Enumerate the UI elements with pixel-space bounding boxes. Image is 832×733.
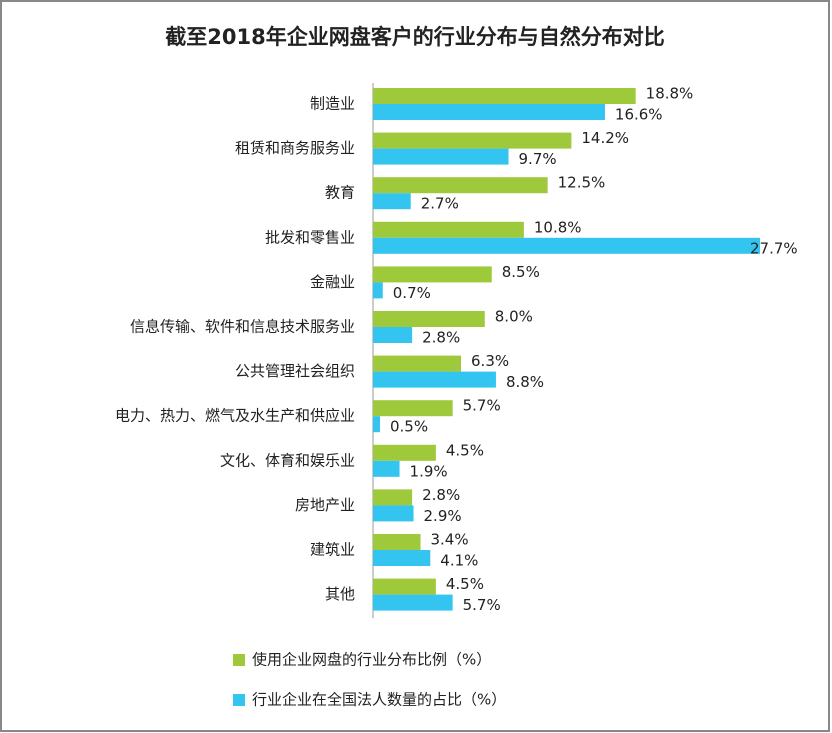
value-label: 2.9% [424,507,462,525]
bar [373,88,636,104]
value-label: 4.1% [440,552,478,570]
y-tick-label: 其他 [325,585,355,603]
bar [373,237,760,254]
bar [373,578,436,595]
value-label: 5.7% [463,596,501,614]
value-label: 9.7% [519,150,557,168]
bar [373,327,413,343]
y-tick-label: 电力、热力、燃气及水生产和供应业 [115,407,355,425]
y-tick-label: 文化、体育和娱乐业 [220,451,355,469]
bar [373,177,548,194]
bar [373,266,492,283]
bar [373,489,413,506]
y-tick-label: 金融业 [310,273,355,291]
value-label: 27.7% [750,239,798,257]
value-label: 12.5% [558,174,606,192]
value-label: 4.5% [446,575,484,593]
y-tick-label: 建筑业 [310,541,355,559]
value-label: 1.9% [410,462,448,480]
bar [373,282,383,299]
y-tick-label: 信息传输、软件和信息技术服务业 [130,318,355,336]
bar [373,371,496,388]
legend-label: 行业企业在全国法人数量的占比（%） [252,691,506,709]
value-label: 14.2% [581,129,629,147]
value-label: 2.8% [422,329,460,347]
legend-swatch [233,694,245,706]
value-label: 0.5% [390,418,428,436]
value-label: 8.0% [495,308,533,326]
value-label: 16.6% [615,106,663,124]
value-label: 5.7% [463,397,501,415]
value-label: 3.4% [431,531,469,549]
value-label: 18.8% [646,85,694,103]
y-tick-label: 教育 [325,184,355,202]
value-label: 4.5% [446,441,484,459]
bar [373,221,524,238]
bar [373,416,380,433]
value-label: 8.5% [502,263,540,281]
bar [373,534,421,550]
bar [373,444,436,461]
value-label: 10.8% [534,218,582,236]
legend-swatch [233,654,245,666]
legend-label: 使用企业网盘的行业分布比例（%） [252,651,491,669]
value-label: 6.3% [471,352,509,370]
value-label: 0.7% [393,284,431,302]
bar [373,193,411,210]
value-label: 8.8% [506,373,544,391]
bar [373,594,453,611]
y-tick-label: 制造业 [310,95,355,113]
value-label: 2.7% [421,195,459,213]
y-tick-label: 公共管理社会组织 [235,362,355,380]
bar [373,355,462,372]
bar [373,550,431,566]
chart-title: 截至2018年企业网盘客户的行业分布与自然分布对比 [165,25,664,49]
bar [373,104,605,120]
bar [373,132,572,149]
bar [373,505,414,522]
y-tick-label: 房地产业 [295,496,355,514]
bar [373,400,453,417]
y-tick-label: 租赁和商务服务业 [235,139,355,157]
bar [373,460,400,477]
y-tick-label: 批发和零售业 [265,228,355,246]
bar [373,311,485,327]
bar [373,148,509,165]
value-label: 2.8% [422,486,460,504]
